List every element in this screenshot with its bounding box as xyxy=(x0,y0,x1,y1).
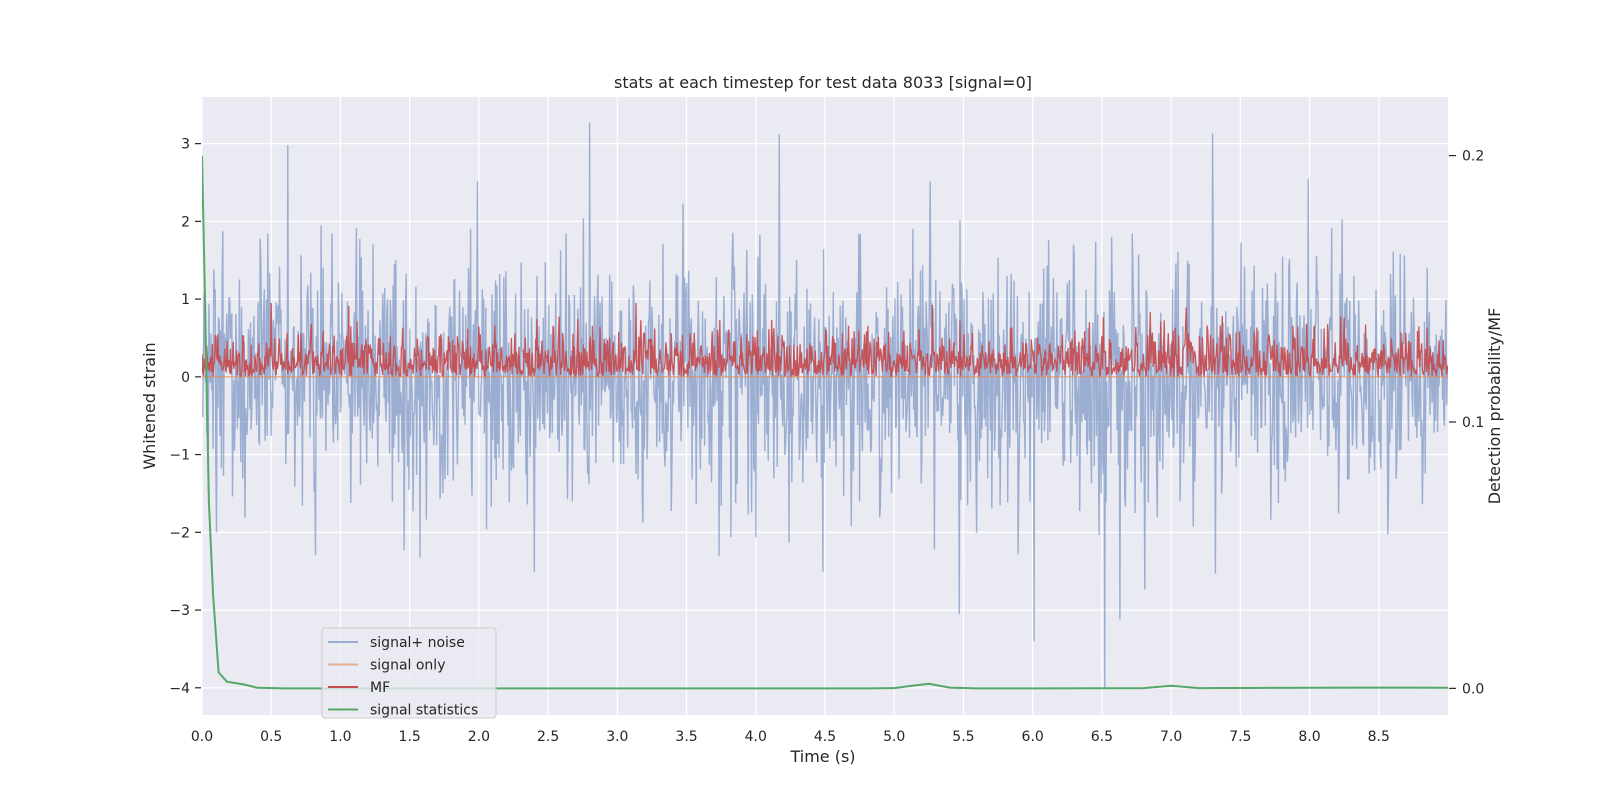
series-mf-line xyxy=(202,302,1448,379)
x-tick-label: 8.5 xyxy=(1368,729,1390,745)
y-tick-label: 2 xyxy=(181,214,190,230)
x-tick-label: 7.0 xyxy=(1160,729,1182,745)
y-tick-label: 3 xyxy=(181,137,190,153)
legend-label: signal+ noise xyxy=(370,635,465,651)
y-axis-label: Whitened strain xyxy=(140,342,159,469)
legend-label: MF xyxy=(370,680,390,696)
chart-title: stats at each timestep for test data 803… xyxy=(614,73,1032,92)
x-axis-label: Time (s) xyxy=(789,747,855,766)
series-signal-statistics-line xyxy=(202,155,1448,690)
x-tick-label: 0.5 xyxy=(260,729,282,745)
x-tick-label: 2.5 xyxy=(537,729,559,745)
x-tick-label: 5.5 xyxy=(952,729,974,745)
y2-tick-label: 0.2 xyxy=(1462,149,1484,165)
y-tick-label: 0 xyxy=(181,370,190,386)
y-tick-label: 1 xyxy=(181,292,190,308)
x-tick-label: 1.5 xyxy=(399,729,421,745)
legend-label: signal only xyxy=(370,658,445,674)
x-tick-label: 7.5 xyxy=(1229,729,1251,745)
x-tick-label: 4.5 xyxy=(814,729,836,745)
y-tick-label: −3 xyxy=(169,603,190,619)
y-tick-label: −4 xyxy=(169,681,190,697)
x-tick-label: 8.0 xyxy=(1298,729,1320,745)
y2-axis-label: Detection probability/MF xyxy=(1485,308,1504,505)
x-tick-label: 4.0 xyxy=(745,729,767,745)
legend-label: signal statistics xyxy=(370,703,478,719)
x-tick-label: 2.0 xyxy=(468,729,490,745)
x-tick-label: 6.5 xyxy=(1091,729,1113,745)
legend: signal+ noise signal only MF signal statist… xyxy=(321,627,497,719)
y2-tick-label: 0.1 xyxy=(1462,415,1484,431)
x-tick-label: 3.5 xyxy=(675,729,697,745)
legend-box xyxy=(321,627,497,719)
series-layer xyxy=(202,122,1448,690)
series-signal-noise-line xyxy=(202,122,1448,688)
x-tick-label: 5.0 xyxy=(883,729,905,745)
axes: 0.0 0.5 1.0 1.5 2.0 2.5 3.0 3.5 4.0 4.5 5.0 5.5 6.0 6… xyxy=(169,137,1484,745)
x-tick-label: 1.0 xyxy=(329,729,351,745)
y2-tick-label: 0.0 xyxy=(1462,681,1484,697)
x-tick-label: 3.0 xyxy=(606,729,628,745)
y-tick-label: −2 xyxy=(169,525,190,541)
x-tick-label: 0.0 xyxy=(191,729,213,745)
x-tick-label: 6.0 xyxy=(1022,729,1044,745)
y-tick-label: −1 xyxy=(169,448,190,464)
